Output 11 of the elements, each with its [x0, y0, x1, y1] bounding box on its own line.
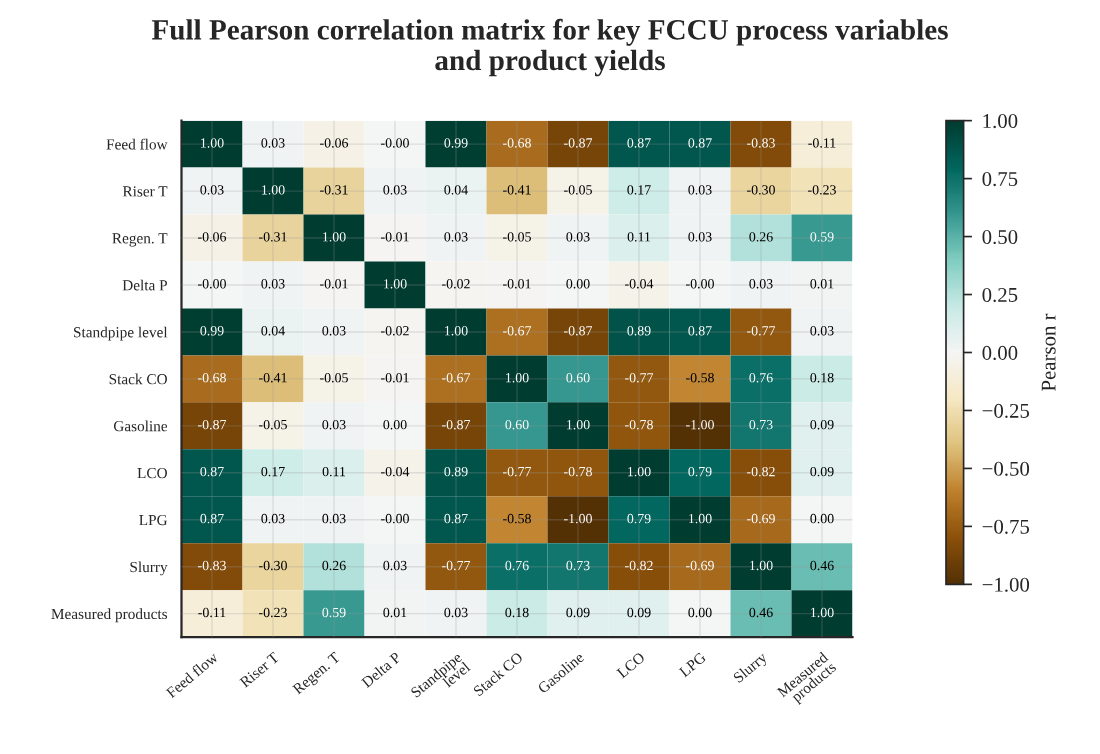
chart-title: Full Pearson correlation matrix for key FCCU process variables and product yields: [151, 18, 948, 77]
color-bar-label: −0.75: [982, 519, 1030, 534]
color-bar-label: 0.75: [982, 171, 1018, 187]
color-bar-label: 0.25: [982, 287, 1018, 303]
color-bar-label: 0.50: [982, 229, 1018, 245]
color-bar-label: −0.25: [982, 403, 1030, 418]
color-bar-label: −0.50: [982, 461, 1030, 476]
color-bar-title: Pearson r: [1041, 313, 1056, 391]
color-bar-label: 0.00: [982, 345, 1018, 361]
color-bar-label: 1.00: [983, 114, 1018, 129]
color-bar-label: −1.00: [982, 577, 1030, 592]
